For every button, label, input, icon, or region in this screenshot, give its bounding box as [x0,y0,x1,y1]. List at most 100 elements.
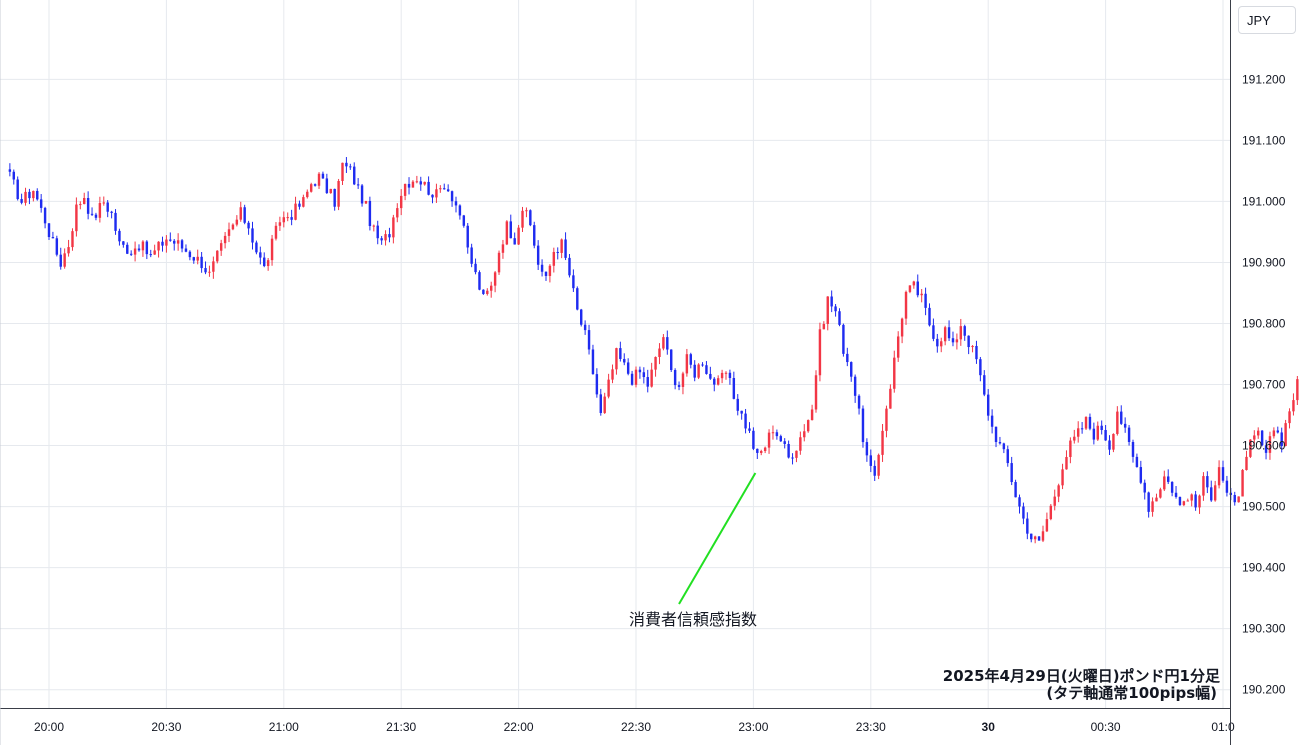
candle-body [1182,501,1186,506]
candle-body [435,189,438,198]
candle-body [1213,485,1217,501]
candle-body [24,191,27,203]
candle-body [478,272,481,290]
candle-body [450,191,454,202]
candle-body [255,242,258,253]
y-tick-label: 190.400 [1242,561,1286,575]
candle-body [133,248,137,255]
candle-body [126,244,129,254]
candle-body [1147,492,1150,512]
candle-body [536,245,540,265]
candle-body [662,337,665,349]
candle-body [396,208,399,218]
candle-body [986,394,990,416]
candle-body [1296,379,1299,401]
candle-body [626,362,630,374]
y-tick-label: 191.200 [1242,72,1286,86]
candle-body [1167,476,1170,482]
candle-body [783,441,786,444]
candle-body [607,379,610,397]
candle-body [1002,443,1006,450]
candle-body [1178,496,1182,506]
x-tick-label: 30 [982,720,996,734]
candle-body [145,241,149,255]
candle-body [90,213,94,215]
candle-body [1276,430,1279,433]
candle-body [321,173,325,179]
candle-body [728,372,732,379]
candle-body [1221,467,1225,481]
y-tick-label: 190.800 [1242,316,1286,330]
candle-body [392,217,395,238]
candle-body [192,257,196,261]
candle-body [1217,467,1221,486]
candle-body [204,268,207,273]
candle-body [767,432,771,448]
candle-body [940,341,943,347]
candle-body [736,398,739,411]
candle-body [493,272,497,286]
candle-body [689,354,692,365]
candle-body [803,431,806,438]
x-tick-label: 21:30 [386,720,416,734]
candle-body [572,275,575,289]
x-tick-label: 00:30 [1091,720,1121,734]
candle-body [826,296,829,324]
candle-body [1053,496,1056,506]
candle-body [681,373,685,387]
candle-body [1049,505,1053,520]
candle-body [658,348,661,357]
candle-body [556,251,559,253]
candle-body [403,183,407,196]
candle-body [912,281,916,286]
grid-lines [0,0,1230,708]
candle-body [372,225,376,227]
candle-body [1026,518,1029,534]
candle-body [1061,469,1064,486]
candle-body [904,291,908,319]
candle-body [106,202,109,212]
y-tick-label: 191.000 [1242,194,1286,208]
candle-body [32,190,35,199]
candle-body [693,364,696,378]
candle-body [799,437,802,451]
candle-body [216,250,219,262]
candle-body [1104,430,1107,441]
currency-badge[interactable]: JPY [1238,6,1296,34]
candle-body [462,215,466,226]
candle-body [153,250,156,255]
candle-body [39,199,43,208]
candle-body [1014,482,1017,498]
candle-body [161,241,164,246]
candle-body [94,214,98,218]
candle-body [1057,485,1060,497]
candle-body [1159,489,1162,498]
candle-body [1076,428,1080,437]
candle-body [881,430,884,455]
candle-body [384,234,387,241]
candle-body [623,358,626,363]
candle-body [971,345,974,348]
candle-body [705,365,708,374]
candle-body [889,388,892,409]
candle-body [1186,500,1189,502]
candle-body [67,247,70,254]
candle-body [1198,495,1201,508]
candle-body [529,210,532,226]
candle-body [806,420,810,432]
candle-body [399,195,403,209]
candle-body [1253,435,1256,440]
candle-body [431,194,434,198]
candle-body [380,238,383,241]
candle-body [1268,436,1272,453]
annotation-layer: 消費者信頼感指数 [629,472,757,629]
y-tick-label: 190.200 [1242,683,1286,697]
candle-body [1080,428,1084,430]
candle-body [1249,439,1252,457]
candle-body [967,335,970,348]
candle-body [317,173,321,186]
candle-body [834,306,837,312]
candle-body [818,329,822,376]
caption-line-1: 2025年4月29日(火曜日)ポンド円1分足 [943,667,1221,685]
